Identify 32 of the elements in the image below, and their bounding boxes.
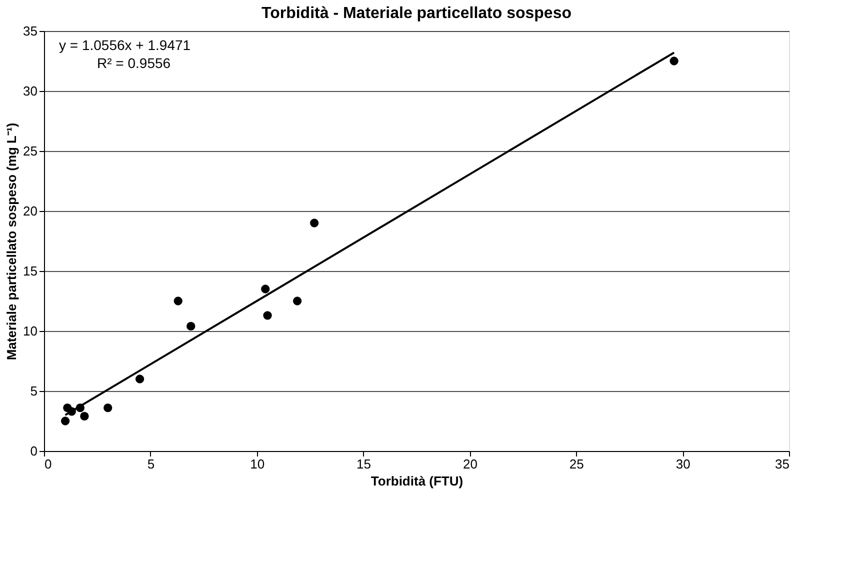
y-axis-title: Materiale particellato sospeso (mg L⁻¹): [4, 122, 20, 360]
point: [186, 322, 196, 331]
point: [174, 296, 182, 306]
x-tick-label: 5: [147, 456, 155, 472]
annotation: R² = 0.9556: [97, 55, 171, 71]
y-tick-label: 30: [23, 84, 38, 98]
x-tick-label: 35: [775, 456, 790, 472]
point: [310, 218, 319, 228]
point: [292, 296, 302, 306]
y-tick-label: 15: [23, 264, 38, 278]
point: [263, 311, 272, 320]
point: [261, 284, 270, 294]
y-tick-label: 25: [23, 144, 38, 158]
y-tick-label: 35: [23, 24, 38, 38]
y-tick-label: 20: [23, 204, 38, 218]
point: [670, 56, 678, 66]
x-tick-label: 30: [676, 456, 690, 472]
chart-title: Torbidità - Materiale particellato sospeso: [262, 5, 572, 22]
y-tick-label: 10: [23, 324, 38, 338]
point: [135, 374, 144, 384]
annotation: y = 1.0556x + 1.9471: [59, 37, 191, 53]
y-tick-label: 0: [30, 444, 38, 458]
x-tick-label: 10: [250, 456, 265, 472]
y-tick-label: 5: [30, 384, 38, 398]
x-tick-label: 0: [44, 456, 52, 472]
point: [60, 416, 70, 426]
x-tick-label: 20: [462, 456, 478, 472]
point: [104, 403, 112, 412]
x-axis-title: Torbidità (FTU): [370, 474, 464, 488]
x-tick-label: 15: [356, 456, 372, 472]
x-tick-label: 25: [569, 456, 584, 472]
point: [80, 412, 89, 421]
